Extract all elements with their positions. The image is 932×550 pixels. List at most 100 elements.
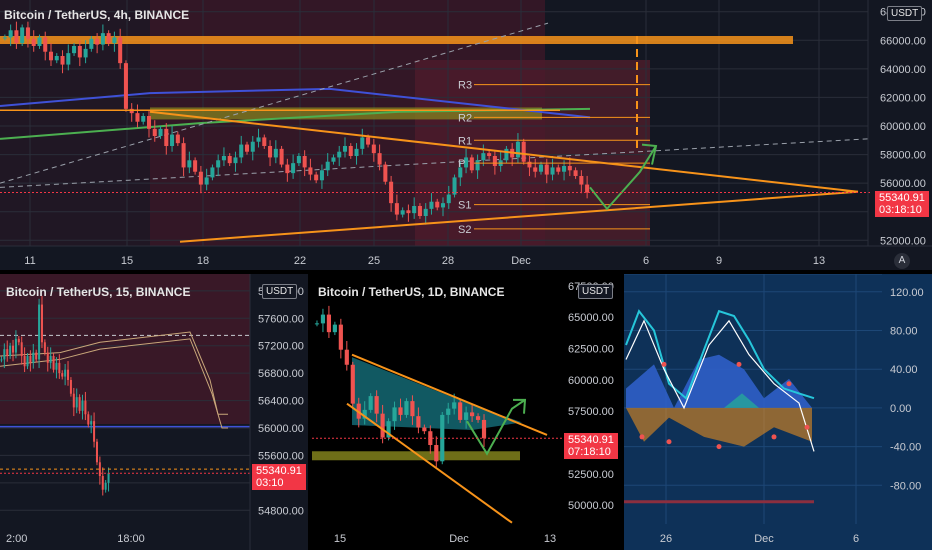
chart-1d-last-price-tag: 55340.91 07:18:10	[564, 433, 618, 459]
chart-15m-svg[interactable]: 58000.0057600.0057200.0056800.0056400.00…	[0, 274, 308, 550]
auto-scale-button[interactable]: A	[894, 253, 910, 269]
daily-candle-body	[368, 396, 373, 410]
daily-projection-arrowhead	[513, 398, 527, 414]
daily-candle-body	[320, 314, 326, 324]
main-candle-body	[106, 33, 111, 44]
main-candle-body	[314, 174, 319, 181]
main-candle-body	[216, 160, 221, 168]
main-candle-body	[112, 37, 117, 44]
main-last-price-tag: 55340.91 03:18:10	[875, 191, 929, 217]
pivot-label-r1: R1	[458, 135, 472, 147]
osc-signal-dot	[736, 361, 742, 367]
osc-blue-area	[626, 354, 812, 408]
daily-candle-body	[338, 324, 343, 350]
main-candle-body	[487, 153, 492, 156]
daily-y-tick: 65000.00	[568, 312, 614, 324]
main-candle-body	[198, 171, 203, 185]
main-candle-body	[469, 157, 474, 171]
p15-y-tick: 54800.00	[258, 505, 304, 517]
p15-candle-body	[81, 400, 84, 411]
main-candle-body	[296, 156, 301, 164]
chart-15m-last-price-tag: 55340.91 03:10	[252, 464, 306, 490]
osc-cyan-wave	[625, 309, 815, 400]
oscillator-panel[interactable]: 120.00 80.00 40.00 0.00 -40.00 -80.00 26 Dec 6	[624, 274, 932, 550]
p15-candle-body	[38, 304, 41, 360]
resistance-zone	[0, 36, 793, 44]
p15-candle-body	[46, 352, 49, 363]
main-candle-body	[77, 46, 82, 58]
daily-candle-body	[326, 314, 332, 333]
main-candle-body	[573, 170, 578, 176]
p15-candle-body	[90, 421, 93, 425]
osc-y-tick: 120.00	[890, 287, 924, 299]
pivot-label-p: P	[458, 158, 465, 170]
panel-separator-h[interactable]	[0, 270, 932, 274]
main-candle-body	[556, 167, 561, 172]
main-candle-body	[331, 157, 336, 162]
main-chart-svg[interactable]: 68000.0066000.0064000.0062000.0060000.00…	[0, 0, 932, 270]
pivot-label-r2: R2	[458, 112, 472, 124]
chart-1d-panel[interactable]: 67500.0065000.0062500.0060000.0057500.00…	[312, 274, 620, 550]
main-candle-body	[279, 148, 284, 165]
p15-candle-body	[72, 393, 75, 408]
chart-1d-currency-label: USDT	[578, 284, 614, 299]
daily-candle-body	[386, 421, 391, 438]
main-candle-body	[221, 156, 226, 161]
main-candle-body	[550, 167, 555, 175]
p15-candle-body	[101, 476, 104, 490]
main-y-tick: 52000.00	[880, 235, 926, 247]
main-chart-panel[interactable]: 68000.0066000.0064000.0062000.0060000.00…	[0, 0, 932, 270]
main-countdown: 03:18:10	[879, 204, 922, 216]
panel-separator-v2[interactable]	[620, 274, 624, 550]
chart-1d-svg[interactable]: 67500.0065000.0062500.0060000.0057500.00…	[312, 274, 620, 550]
main-candle-body	[210, 167, 215, 178]
p15-y-tick: 55600.00	[258, 450, 304, 462]
main-x-tick: 28	[442, 255, 454, 267]
osc-y-tick: -40.00	[890, 442, 921, 454]
daily-lower-trendline	[346, 402, 513, 524]
main-candle-body	[291, 163, 296, 174]
p15-candle-body	[29, 356, 32, 363]
main-candle-body	[383, 164, 388, 182]
main-candle-body	[262, 137, 267, 146]
main-candle-body	[412, 206, 417, 214]
osc-signal-dot	[804, 424, 810, 430]
panel-separator-v1[interactable]	[308, 274, 312, 550]
chart-15m-countdown: 03:10	[256, 477, 284, 489]
osc-y-tick: 80.00	[890, 326, 918, 338]
chart-15m-last-price: 55340.91	[256, 465, 302, 477]
main-candle-body	[406, 210, 411, 214]
p15-candle-body	[61, 373, 64, 377]
main-candle-body	[193, 160, 198, 172]
main-x-tick: 13	[813, 255, 825, 267]
daily-x-tick: 13	[544, 533, 556, 545]
main-y-tick: 66000.00	[880, 35, 926, 47]
chart-15m-panel[interactable]: 58000.0057600.0057200.0056800.0056400.00…	[0, 274, 308, 550]
main-candle-body	[118, 37, 123, 64]
main-candle-body	[458, 167, 463, 178]
main-candle-body	[250, 141, 255, 152]
daily-candle-body	[350, 364, 355, 404]
osc-green-area	[724, 393, 759, 408]
main-candle-body	[319, 170, 324, 181]
daily-candle-body	[464, 412, 469, 420]
ma-blue-line	[0, 87, 591, 119]
main-x-tick: 22	[294, 255, 306, 267]
main-candle-body	[135, 113, 140, 122]
main-candle-body	[579, 176, 584, 185]
p15-candle-body	[43, 342, 46, 353]
daily-candle-body	[452, 402, 457, 409]
oscillator-svg[interactable]: 120.00 80.00 40.00 0.00 -40.00 -80.00 26 Dec 6	[624, 274, 932, 550]
p15-candle-body	[95, 441, 98, 463]
daily-candle-body	[398, 407, 403, 415]
main-x-tick: 15	[121, 255, 133, 267]
main-candle-body	[89, 38, 94, 49]
p15-y-tick: 56800.00	[258, 368, 304, 380]
daily-candle-body	[392, 407, 397, 422]
main-candle-body	[475, 160, 480, 171]
main-candle-body	[48, 51, 54, 61]
main-candle-body	[54, 56, 59, 61]
main-candle-body	[66, 53, 71, 65]
main-candle-body	[567, 166, 572, 171]
main-candle-body	[37, 37, 42, 46]
